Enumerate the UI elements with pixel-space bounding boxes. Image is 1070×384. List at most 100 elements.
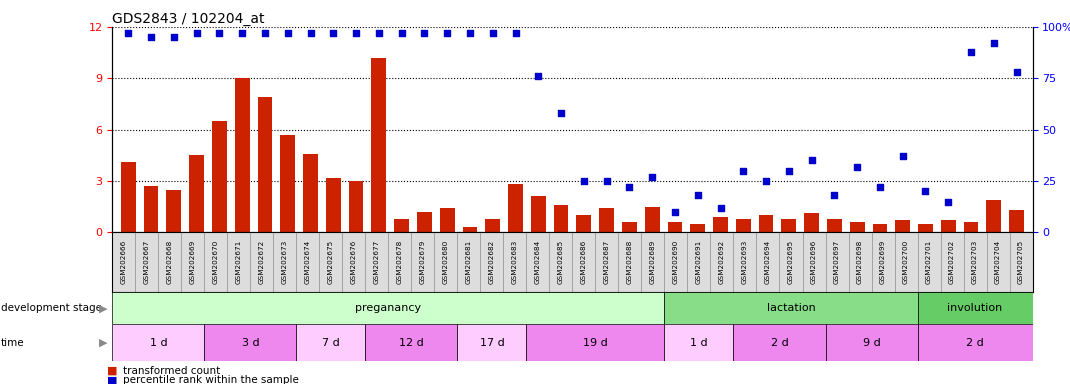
Bar: [713, 217, 728, 232]
Point: [826, 192, 843, 199]
Point: [644, 174, 661, 180]
Bar: [143, 186, 158, 232]
Bar: [296, 324, 365, 361]
Text: GSM202666: GSM202666: [121, 240, 127, 284]
Text: GSM202677: GSM202677: [373, 240, 380, 284]
Text: GSM202667: GSM202667: [143, 240, 150, 284]
Bar: [440, 209, 455, 232]
Bar: [964, 222, 978, 232]
Bar: [1010, 232, 1033, 292]
Bar: [871, 232, 895, 292]
Text: 3 d: 3 d: [242, 338, 259, 348]
Text: GSM202689: GSM202689: [649, 240, 656, 284]
Bar: [303, 154, 318, 232]
Bar: [274, 232, 296, 292]
Text: 9 d: 9 d: [862, 338, 881, 348]
Bar: [622, 222, 637, 232]
Text: GSM202701: GSM202701: [926, 240, 932, 284]
Bar: [531, 196, 546, 232]
Text: GSM202669: GSM202669: [189, 240, 196, 284]
Point: [188, 30, 205, 36]
Text: involution: involution: [947, 303, 1003, 313]
Text: GSM202685: GSM202685: [557, 240, 564, 284]
Text: GSM202672: GSM202672: [259, 240, 265, 284]
Text: GSM202676: GSM202676: [351, 240, 357, 284]
Bar: [417, 212, 432, 232]
Text: GSM202698: GSM202698: [857, 240, 863, 284]
Bar: [826, 232, 849, 292]
Bar: [849, 232, 871, 292]
Point: [461, 30, 478, 36]
Bar: [805, 214, 819, 232]
Bar: [411, 232, 434, 292]
Point: [393, 30, 410, 36]
Text: GSM202680: GSM202680: [443, 240, 449, 284]
Bar: [572, 232, 595, 292]
Bar: [599, 209, 614, 232]
Text: GDS2843 / 102204_at: GDS2843 / 102204_at: [112, 12, 265, 26]
Bar: [158, 232, 181, 292]
Point: [576, 178, 593, 184]
Text: GSM202682: GSM202682: [489, 240, 495, 284]
Text: GSM202674: GSM202674: [305, 240, 311, 284]
Text: GSM202704: GSM202704: [995, 240, 1002, 284]
Bar: [664, 292, 918, 324]
Point: [735, 167, 752, 174]
Point: [758, 178, 775, 184]
Point: [552, 110, 569, 116]
Bar: [365, 324, 458, 361]
Text: GSM202684: GSM202684: [535, 240, 541, 284]
Point: [165, 34, 182, 40]
Point: [1008, 69, 1025, 75]
Bar: [480, 232, 503, 292]
Bar: [896, 220, 911, 232]
Bar: [710, 232, 734, 292]
Point: [507, 30, 524, 36]
Text: GSM202679: GSM202679: [419, 240, 426, 284]
Point: [985, 40, 1003, 46]
Bar: [526, 232, 550, 292]
Point: [120, 30, 137, 36]
Point: [530, 73, 547, 79]
Bar: [388, 232, 411, 292]
Bar: [486, 218, 500, 232]
Bar: [1009, 210, 1024, 232]
Bar: [462, 227, 477, 232]
Text: lactation: lactation: [766, 303, 815, 313]
Bar: [779, 232, 802, 292]
Text: GSM202683: GSM202683: [511, 240, 518, 284]
Bar: [394, 218, 409, 232]
Bar: [668, 222, 683, 232]
Text: ■: ■: [107, 375, 118, 384]
Bar: [827, 218, 842, 232]
Bar: [645, 207, 659, 232]
Point: [917, 188, 934, 194]
Bar: [371, 58, 386, 232]
Bar: [872, 224, 887, 232]
Point: [849, 164, 866, 170]
Text: GSM202699: GSM202699: [880, 240, 886, 284]
Bar: [508, 184, 523, 232]
Point: [348, 30, 365, 36]
Point: [257, 30, 274, 36]
Text: 2 d: 2 d: [966, 338, 984, 348]
Point: [963, 48, 980, 55]
Point: [895, 153, 912, 159]
Bar: [987, 200, 1002, 232]
Bar: [167, 190, 181, 232]
Bar: [458, 232, 480, 292]
Bar: [365, 232, 388, 292]
Bar: [826, 324, 918, 361]
Bar: [342, 232, 365, 292]
Bar: [112, 232, 135, 292]
Point: [302, 30, 319, 36]
Bar: [918, 324, 1033, 361]
Bar: [895, 232, 918, 292]
Bar: [296, 232, 319, 292]
Bar: [690, 224, 705, 232]
Bar: [850, 222, 865, 232]
Text: GSM202697: GSM202697: [834, 240, 840, 284]
Bar: [135, 232, 158, 292]
Text: GSM202692: GSM202692: [719, 240, 725, 284]
Text: GSM202670: GSM202670: [213, 240, 219, 284]
